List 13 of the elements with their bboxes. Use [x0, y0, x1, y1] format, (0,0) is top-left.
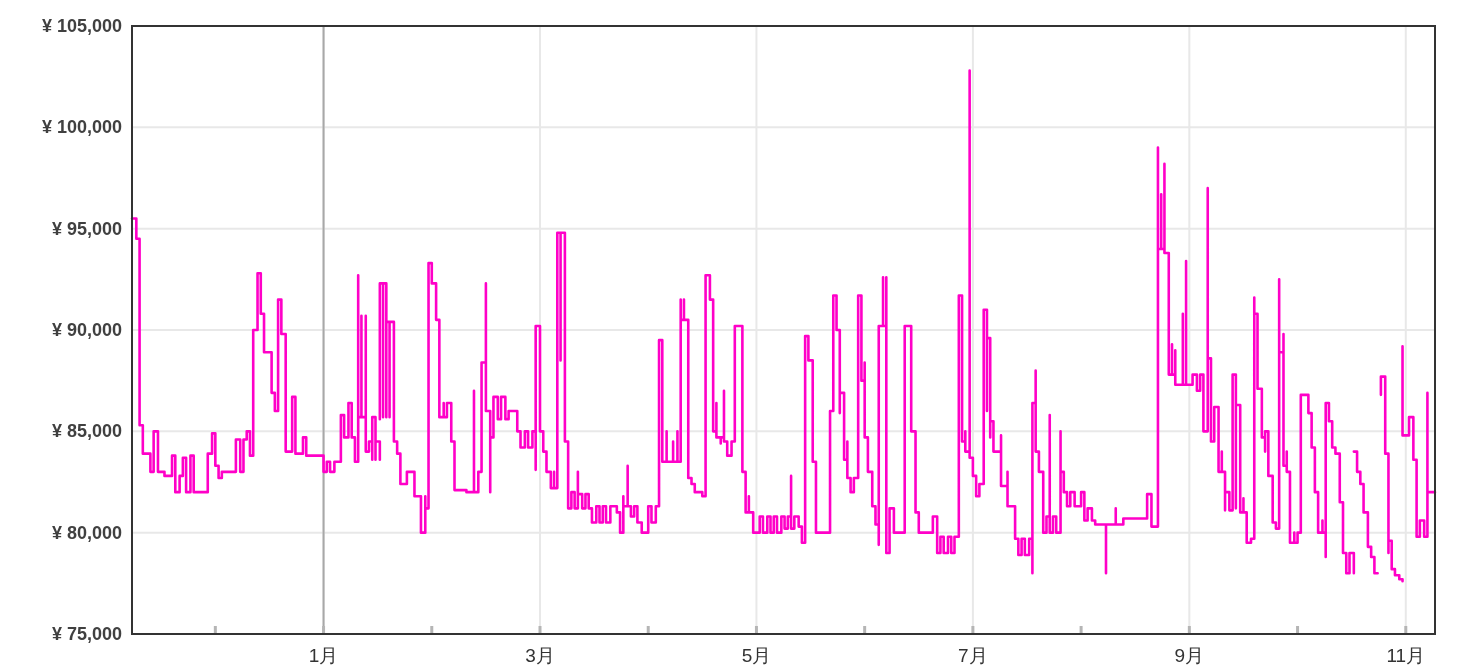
- x-tick-label: 7月: [958, 645, 988, 666]
- x-tick-label: 5月: [741, 645, 772, 666]
- y-tick-label: ¥ 80,000: [51, 522, 122, 543]
- x-tick-label: 1月: [308, 645, 339, 666]
- y-tick-label: ¥ 105,000: [41, 16, 122, 36]
- y-tick-label: ¥ 90,000: [51, 320, 122, 340]
- x-tick-label: 3月: [525, 645, 555, 666]
- y-tick-label: ¥ 95,000: [51, 218, 122, 239]
- y-tick-label: ¥ 100,000: [41, 117, 122, 138]
- x-tick-label: 11月: [1386, 645, 1426, 666]
- y-tick-label: ¥ 75,000: [51, 624, 122, 644]
- y-tick-label: ¥ 85,000: [51, 421, 122, 442]
- x-tick-label: 9月: [1174, 645, 1205, 666]
